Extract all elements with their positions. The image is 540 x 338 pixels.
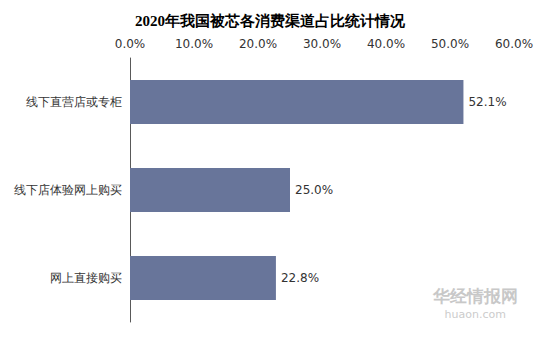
svg-text:20.0%: 20.0% [239,37,277,51]
svg-text:25.0%: 25.0% [295,183,333,197]
svg-text:网上直接购买: 网上直接购买 [50,271,122,285]
svg-text:30.0%: 30.0% [303,37,341,51]
svg-text:线下店体验网上购买: 线下店体验网上购买 [14,183,122,197]
svg-text:huaon.com: huaon.com [445,308,506,321]
svg-text:40.0%: 40.0% [367,37,405,51]
svg-text:22.8%: 22.8% [281,271,319,285]
svg-text:华经情报网: 华经情报网 [432,286,518,306]
svg-text:2020年我国被芯各消费渠道占比统计情况: 2020年我国被芯各消费渠道占比统计情况 [135,13,406,29]
svg-text:10.0%: 10.0% [175,37,213,51]
svg-text:52.1%: 52.1% [468,95,506,109]
svg-text:线下直营店或专柜: 线下直营店或专柜 [26,95,122,109]
svg-text:50.0%: 50.0% [431,37,469,51]
svg-text:0.0%: 0.0% [115,37,146,51]
svg-text:60.0%: 60.0% [495,37,533,51]
